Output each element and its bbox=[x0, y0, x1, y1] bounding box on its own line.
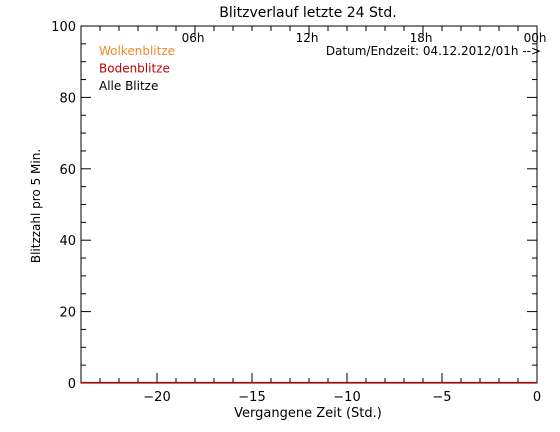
x-tick-label: −20 bbox=[143, 390, 170, 405]
y-tick-label: 20 bbox=[59, 306, 76, 321]
y-tick-label: 80 bbox=[59, 91, 76, 106]
x-tick-label: −15 bbox=[238, 390, 265, 405]
y-tick-label: 0 bbox=[68, 377, 76, 392]
y-tick-label: 100 bbox=[51, 20, 76, 35]
legend-entry: Alle Blitze bbox=[99, 79, 158, 93]
x-tick-label: 0 bbox=[533, 390, 541, 405]
chart-title: Blitzverlauf letzte 24 Std. bbox=[219, 5, 396, 21]
top-tick-label: 00h bbox=[524, 31, 547, 45]
top-tick-label: 06h bbox=[182, 31, 205, 45]
x-tick-label: −5 bbox=[432, 390, 451, 405]
legend-entry: Bodenblitze bbox=[99, 62, 170, 76]
top-tick-label: 12h bbox=[296, 31, 319, 45]
y-axis-label: Blitzzahl pro 5 Min. bbox=[29, 149, 43, 263]
top-tick-label: 18h bbox=[410, 31, 433, 45]
y-tick-label: 40 bbox=[59, 234, 76, 249]
legend-entry: Wolkenblitze bbox=[99, 44, 175, 58]
plot-area: −20 −15 −10 −5 0 0 20 40 60 80 100 06h 12h 18h 00h Wolk… bbox=[51, 20, 546, 405]
x-tick-label: −10 bbox=[333, 390, 360, 405]
end-time-annotation: Datum/Endzeit: 04.12.2012/01h --> bbox=[326, 44, 541, 58]
x-axis-label: Vergangene Zeit (Std.) bbox=[234, 406, 382, 421]
y-tick-label: 60 bbox=[59, 163, 76, 178]
